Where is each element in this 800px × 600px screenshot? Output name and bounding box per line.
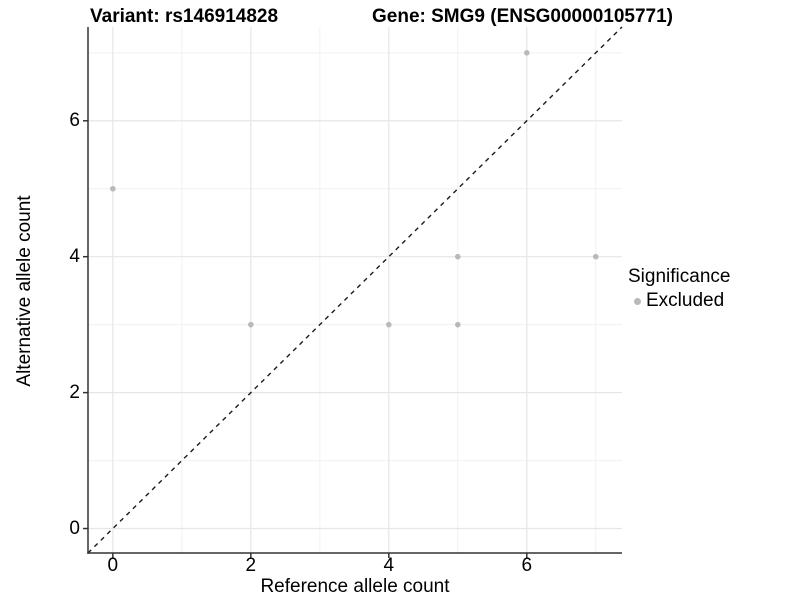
plot-title-variant: Variant: rs146914828 [90,6,279,27]
data-point [110,185,116,192]
y-tick-label: 6 [69,109,80,131]
x-tick-label: 4 [383,555,395,576]
data-point [523,50,530,56]
x-tick-label: 0 [107,555,119,576]
legend-item-excluded: Excluded [628,290,730,312]
x-tick-label: 6 [521,555,533,576]
legend-item-label: Excluded [646,290,725,311]
data-point [454,253,461,260]
legend: Significance Excluded [628,266,730,312]
y-tick-label: 2 [69,381,80,403]
legend-point-swatch [634,297,641,305]
legend-title: Significance [628,266,731,287]
identity-dashed-line [87,26,623,554]
plot-title-gene: Gene: SMG9 (ENSG00000105771) [372,6,673,27]
x-axis-label: Reference allele count [260,576,450,597]
y-tick-label: 0 [69,517,80,539]
x-tick-label: 2 [245,555,257,576]
data-point [386,321,392,328]
data-point [248,321,254,328]
data-point [592,253,599,260]
plot-panel [83,26,623,558]
data-point [454,321,461,328]
y-tick-label: 4 [69,245,80,267]
y-axis-label: Alternative allele count [14,195,35,387]
